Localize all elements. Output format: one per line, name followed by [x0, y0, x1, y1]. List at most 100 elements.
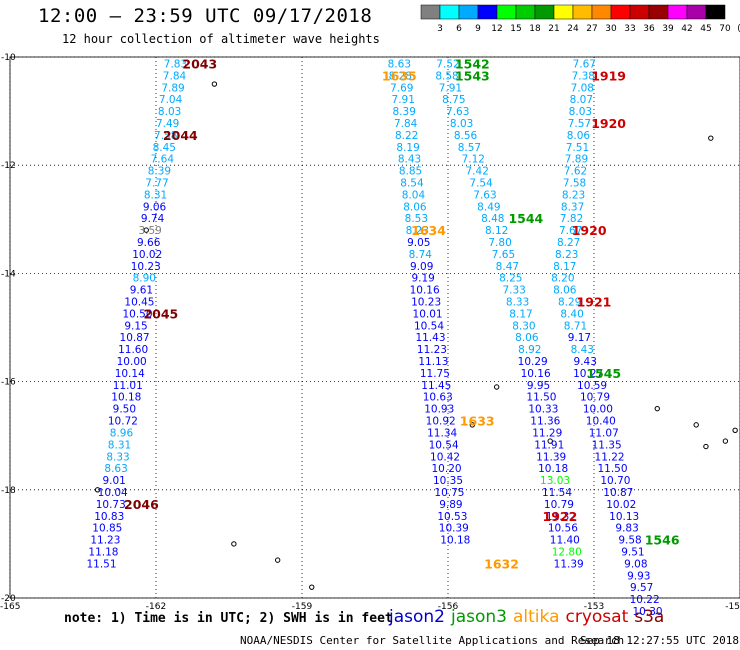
wave-height-value: 10.30: [633, 606, 663, 618]
satellite-legend: jason2 jason3 altika cryosat s3a: [389, 607, 670, 627]
wave-height-value: 8.57: [458, 142, 481, 154]
wave-height-value: 10.01: [413, 308, 443, 320]
time-label: 2045: [143, 306, 178, 321]
wave-height-value: 10.70: [600, 475, 630, 487]
island-outline: [732, 427, 738, 433]
colorbar-label: 33: [624, 24, 635, 34]
colorbar-label: 21: [548, 24, 559, 34]
wave-height-value: 7.33: [502, 285, 525, 297]
wave-height-value: 7.64: [151, 154, 175, 166]
wave-height-value: 7.63: [473, 189, 496, 201]
plot-frame: [9, 56, 740, 599]
wave-height-value: 8.27: [557, 237, 580, 249]
wave-height-value: 8.19: [396, 142, 419, 154]
wave-height-value: 8.03: [569, 106, 592, 118]
wave-height-value: 7.83: [164, 58, 187, 70]
wave-height-value: 10.00: [117, 356, 147, 368]
wave-height-value: 11.23: [417, 344, 447, 356]
wave-height-value: 11.32: [546, 511, 576, 523]
wave-height-value: 10.92: [426, 416, 456, 428]
time-label: 2046: [124, 497, 159, 512]
wave-height-value: 7.84: [163, 70, 187, 82]
wave-height-value: 11.50: [597, 463, 627, 475]
wave-height-value: 10.93: [424, 404, 454, 416]
island-outline: [143, 227, 149, 233]
x-tick-label: -156: [438, 602, 459, 612]
colorbar-label: 27: [586, 24, 597, 34]
wave-height-value: 10.40: [586, 416, 616, 428]
wave-height-value: 8.45: [153, 142, 176, 154]
wave-height-value: 8.47: [496, 261, 519, 273]
colorbar-label: 3: [437, 24, 443, 34]
wave-height-value: 10.29: [518, 356, 548, 368]
time-label: 1546: [645, 533, 680, 548]
wave-height-value: 11.91: [534, 439, 564, 451]
wave-height-value: 8.17: [509, 308, 532, 320]
wave-height-value: 12.80: [552, 546, 582, 558]
wave-height-value: 10.13: [609, 511, 639, 523]
wave-height-value: 11.51: [86, 558, 116, 570]
x-tick-label: -165: [0, 602, 20, 612]
island-outline: [708, 135, 714, 141]
wave-height-value: 7.57: [568, 118, 591, 130]
wave-height-value: 13.03: [540, 475, 570, 487]
wave-height-value: 7.91: [439, 82, 462, 94]
time-labels: 2043 2044 2045 2046 1635 1634 1633 1632 15421543…: [124, 56, 680, 571]
grid-lines: [9, 56, 740, 599]
wave-height-value: 7.58: [154, 130, 177, 142]
wave-height-value: 8.49: [477, 201, 500, 213]
wave-height-value: 7.91: [392, 94, 415, 106]
wave-height-value: 9.01: [102, 475, 125, 487]
wave-height-value: 7.04: [159, 94, 183, 106]
wave-height-value: 8.25: [499, 273, 522, 285]
wave-height-value: 8.54: [400, 178, 424, 190]
wave-height-value: 11.23: [90, 535, 120, 547]
wave-height-value: 8.04: [402, 189, 426, 201]
wave-height-value: 11.35: [592, 439, 622, 451]
wave-height-value: 10.54: [414, 320, 444, 332]
colorbar-cell: [705, 4, 726, 20]
wave-height-value: 9.61: [130, 285, 153, 297]
colorbar-label: 42: [681, 24, 692, 34]
time-label: 1922: [543, 509, 578, 524]
wave-height-value: 9.57: [630, 582, 653, 594]
wave-height-value: 9.66: [137, 237, 161, 249]
wave-height-value: 10.02: [606, 499, 636, 511]
x-tick-label: -153: [584, 602, 604, 612]
wave-height-value: 10.50: [122, 308, 152, 320]
wave-height-value: 10.87: [120, 332, 150, 344]
wave-height-value: 11.45: [421, 380, 451, 392]
wave-height-value: 11.34: [427, 427, 457, 439]
wave-height-value: 10.18: [538, 463, 568, 475]
wave-height-value: 11.36: [530, 416, 560, 428]
wave-height-value: 8.37: [561, 201, 584, 213]
wave-height-value: 7.89: [161, 82, 184, 94]
wave-height-value: 9.09: [410, 261, 433, 273]
wave-height-value: 9.17: [568, 332, 591, 344]
time-label: 1635: [382, 68, 417, 83]
wave-height-value: 7.62: [564, 166, 587, 178]
colorbar-label: 12: [491, 24, 502, 34]
time-label: 2043: [182, 56, 217, 71]
wave-height-value: 8.39: [393, 106, 416, 118]
wave-height-value: 10.72: [108, 416, 138, 428]
wave-height-value: 7.63: [446, 106, 469, 118]
wave-height-values: 7.837.847.897.04 8.03 7.497.588.457.64 8.39…: [86, 58, 662, 617]
wave-height-value: 10.18: [111, 392, 141, 404]
wave-height-value: 10.23: [411, 297, 441, 309]
wave-height-value: 10.04: [98, 487, 128, 499]
wave-height-value: 11.54: [542, 487, 572, 499]
y-tick-label: -14: [1, 269, 16, 279]
wave-height-value: 8.43: [398, 154, 421, 166]
y-tick-label: -10: [1, 53, 16, 63]
wave-height-value: 11.01: [113, 380, 143, 392]
wave-height-value: 8.06: [567, 130, 591, 142]
wave-height-value: 11.29: [532, 427, 562, 439]
wave-height-value: 10.59: [577, 380, 607, 392]
wave-height-value: 10.39: [439, 523, 469, 535]
wave-height-value: 7.49: [156, 118, 179, 130]
wave-height-value: 10.85: [92, 523, 122, 535]
wave-height-value: 8.07: [570, 94, 593, 106]
wave-height-value: 10.75: [434, 487, 464, 499]
island-outline: [94, 487, 101, 493]
